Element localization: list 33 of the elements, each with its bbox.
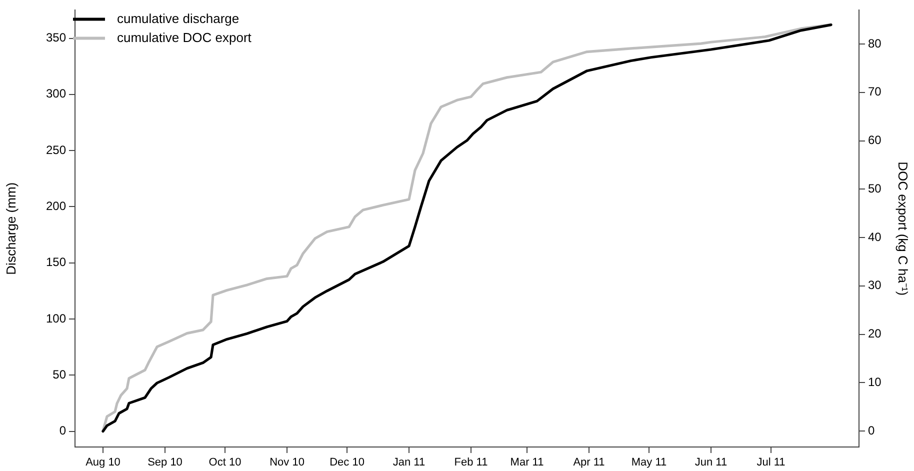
x-tick-label: May 11 — [631, 456, 667, 469]
y2-tick-label: 40 — [868, 230, 882, 244]
y2-tick-label: 80 — [868, 36, 882, 50]
y-axis-title: Discharge (mm) — [3, 182, 18, 275]
legend-label: cumulative discharge — [117, 10, 240, 26]
y2-tick-label: 30 — [868, 278, 882, 292]
x-tick-label: Mar 11 — [510, 456, 544, 469]
x-tick-label: Dec 10 — [330, 456, 364, 469]
x-tick-label: Oct 10 — [208, 456, 242, 469]
y2-axis-title: DOC export (kg C ha⁻¹) — [896, 162, 911, 296]
y-tick-label: 250 — [46, 142, 66, 157]
x-tick-label: Apr 11 — [573, 456, 605, 469]
x-tick-label: Aug 10 — [86, 456, 120, 469]
y-tick-label: 300 — [46, 86, 66, 101]
legend-label: cumulative DOC export — [117, 30, 252, 45]
y2-tick-label: 60 — [868, 133, 882, 148]
y2-tick-label: 0 — [868, 423, 875, 438]
x-tick-label: Nov 10 — [270, 456, 304, 469]
y2-tick-label: 20 — [868, 326, 882, 341]
x-tick-label: Sep 10 — [148, 456, 182, 469]
y-tick-label: 50 — [52, 367, 66, 382]
y2-tick-label: 10 — [868, 374, 882, 389]
x-tick-label: Jun 11 — [694, 456, 728, 469]
y-tick-label: 200 — [46, 199, 66, 214]
y-tick-label: 100 — [46, 311, 66, 326]
x-tick-label: Feb 11 — [454, 456, 488, 469]
x-tick-label: Jan 11 — [392, 456, 426, 469]
y-tick-label: 350 — [46, 30, 66, 45]
y2-tick-label: 50 — [868, 181, 882, 196]
y-tick-label: 150 — [46, 255, 66, 270]
x-tick-label: Jul 11 — [756, 456, 786, 469]
y-tick-label: 0 — [59, 424, 66, 438]
y2-tick-label: 70 — [868, 84, 882, 99]
